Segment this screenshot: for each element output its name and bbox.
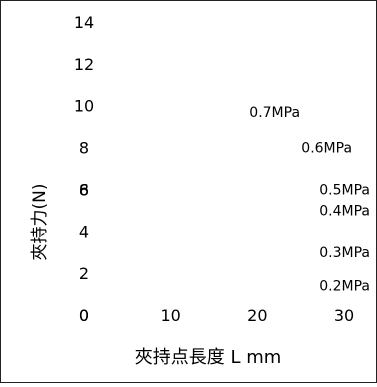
x-tick-label-20: 20 bbox=[247, 306, 267, 325]
y-tick-label-12: 12 bbox=[74, 55, 94, 74]
x-tick-label-10: 10 bbox=[160, 306, 180, 325]
x-tick-label-30: 30 bbox=[334, 306, 354, 325]
x-tick-label-0: 0 bbox=[79, 306, 89, 325]
x-axis-label: 夾持点長度 L mm bbox=[135, 347, 282, 368]
y-tick-label-0: 0 bbox=[79, 306, 89, 325]
series-label-1: 0.6MPa bbox=[301, 141, 352, 157]
series-label-2: 0.5MPa bbox=[319, 182, 370, 198]
y-tick-label-14: 14 bbox=[74, 13, 94, 32]
y-tick-label-overlap: 8 bbox=[79, 180, 89, 199]
y-tick-label-4: 4 bbox=[79, 222, 89, 241]
y-tick-label-2: 2 bbox=[79, 264, 89, 283]
x-tick-labels: 0 10 20 30 bbox=[79, 306, 354, 325]
y-tick-label-10: 10 bbox=[74, 97, 94, 116]
y-tick-label-6: 6 bbox=[79, 180, 89, 199]
y-axis-label: 夾持力(N) bbox=[30, 184, 50, 261]
series-label-3: 0.4MPa bbox=[319, 203, 370, 219]
series-labels: 0.7MPa 0.6MPa 0.5MPa 0.4MPa 0.3MPa 0.2MPa bbox=[249, 105, 370, 295]
y-tick-label-8: 8 bbox=[79, 139, 89, 158]
series-label-4: 0.3MPa bbox=[319, 245, 370, 261]
series-label-5: 0.2MPa bbox=[319, 279, 370, 295]
series-label-0: 0.7MPa bbox=[249, 105, 300, 121]
